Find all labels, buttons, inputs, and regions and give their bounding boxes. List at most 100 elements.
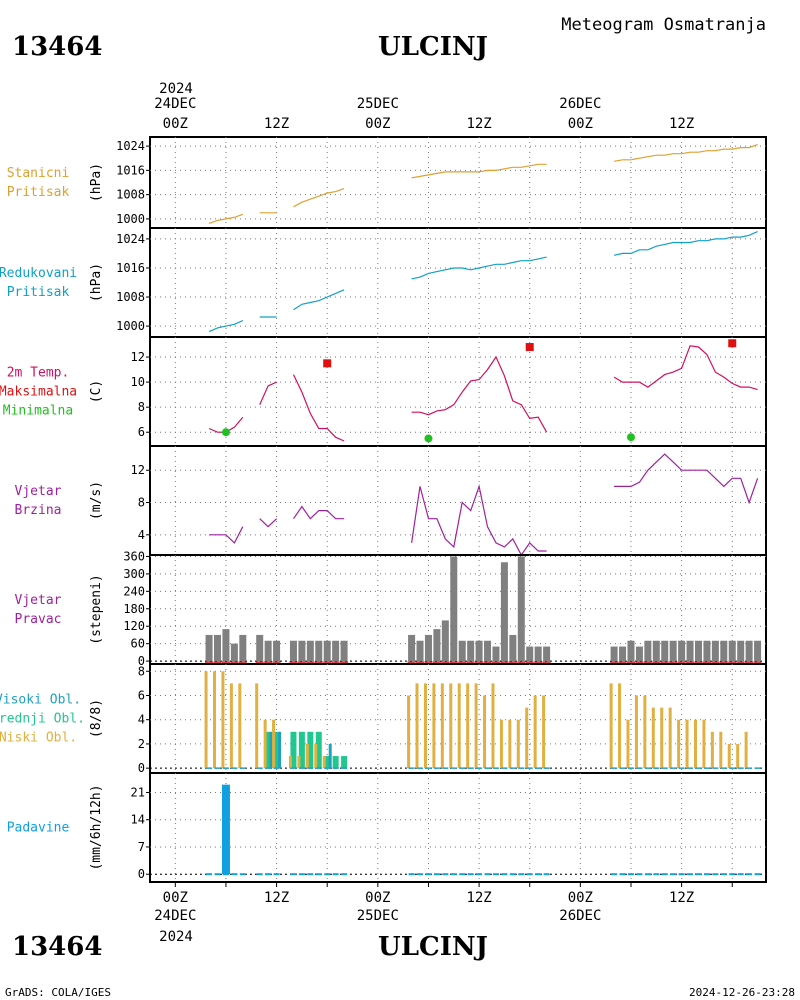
bottom-date-label: 26DEC [559, 908, 601, 924]
bottom-hour-label: 00Z [568, 890, 593, 906]
station-name-top: ULCINJ [378, 32, 488, 62]
wind-dir-bar [323, 640, 331, 662]
wind-dir-bar [644, 640, 652, 662]
cloud-bar-low [744, 731, 748, 769]
timestamp-text: 2024-12-26-23:28 [689, 986, 795, 999]
wind-dir-bar [517, 556, 525, 662]
precip-bar [221, 784, 230, 875]
wind-dir-bar [289, 640, 297, 662]
min-temp-marker [626, 433, 635, 442]
series-line [259, 381, 277, 405]
cloud-bar-low [221, 671, 225, 769]
series-line [208, 213, 244, 224]
cloud-bar-mid [307, 731, 314, 769]
cloud-bar-low [710, 731, 714, 769]
wind-dir-bar [273, 640, 281, 662]
cloud-bar-low [288, 756, 292, 769]
cloud-bar-low [449, 683, 453, 769]
y-axis-label: (m/s) [89, 481, 104, 520]
wind-dir-bar [424, 634, 432, 662]
panel-label: Pravac [15, 612, 62, 627]
panel-station_pressure: 1000 1008 1016 1024 (hPa) Stanicni Pritisak [7, 136, 767, 229]
cloud-bar-mid [273, 731, 280, 769]
series-line [293, 505, 345, 520]
cloud-bar-low [651, 707, 655, 769]
y-tick-label: 1016 [116, 261, 145, 275]
wind-dir-bar [652, 640, 660, 662]
panel-temperature: 6 8 10 12 (C) 2m Temp. Maksimalna Minimalna [0, 336, 767, 447]
panel-frame [149, 772, 767, 883]
series-line [208, 320, 244, 333]
top-hour-label: 12Z [669, 116, 694, 132]
cloud-bar-low [693, 719, 697, 769]
cloud-bar-low [238, 683, 242, 769]
y-tick-label: 0 [138, 761, 145, 775]
cloud-bar-low [415, 683, 419, 769]
series-line [613, 231, 758, 256]
wind-dir-bar [635, 646, 643, 662]
top-hour-label: 00Z [163, 116, 188, 132]
max-temp-marker [525, 343, 534, 352]
bottom-hour-label: 00Z [365, 890, 390, 906]
top-date-label: 26DEC [559, 96, 601, 112]
cloud-bar-low [407, 695, 411, 769]
cloud-bar-low [229, 683, 233, 769]
top-time-axis: 24DEC 00Z 12Z 25DEC 00Z 12Z 26DEC 00Z 12Z [154, 96, 694, 132]
y-tick-label: 4 [138, 713, 145, 727]
cloud-bar-low [668, 707, 672, 769]
y-axis-label: (C) [89, 380, 104, 403]
wind-dir-bar [340, 640, 348, 662]
y-tick-label: 10 [131, 375, 145, 389]
cloud-bar-low [727, 743, 731, 769]
y-tick-label: 120 [123, 619, 145, 633]
wind-dir-bar [694, 640, 702, 662]
wind-dir-bar [703, 640, 711, 662]
cloud-bar-low [516, 719, 520, 769]
cloud-bar-mid [341, 756, 348, 769]
y-tick-label: 14 [131, 813, 145, 827]
wind-dir-bar [661, 640, 669, 662]
y-axis-label: (hPa) [89, 163, 104, 202]
cloud-bar-high [328, 743, 332, 769]
panels: 1000100810161024(hPa)StanicniPritisak100… [0, 136, 767, 883]
wind-dir-bar [669, 640, 677, 662]
series-line [614, 453, 759, 505]
bottom-date-label: 24DEC [154, 908, 196, 924]
wind-dir-bar [416, 640, 424, 662]
panel-wind_direction: 0 60 120 180 240 300 360 (stepeni) Vjetar Pravac [15, 549, 767, 668]
wind-dir-bar [264, 640, 272, 662]
wind-dir-bar [222, 629, 230, 662]
station-name-bottom: ULCINJ [378, 932, 488, 962]
y-tick-label: 6 [138, 425, 145, 439]
wind-dir-bar [619, 646, 627, 662]
panel-label: Pritisak [7, 285, 70, 300]
wind-dir-bar [720, 640, 728, 662]
y-tick-label: 180 [123, 602, 145, 616]
y-tick-label: 6 [138, 688, 145, 702]
panel-precipitation: 0 7 14 21 (mm/6h/12h) Padavine [7, 772, 767, 883]
cloud-bar-high [269, 731, 273, 769]
cloud-bar-low [685, 719, 689, 769]
cloud-bar-low [618, 683, 622, 769]
panel-reduced_pressure: 1000 1008 1016 1024 (hPa) Redukovani Pritisak [0, 227, 767, 338]
cloud-bar-low [474, 683, 478, 769]
panel-clouds: 0 2 4 6 8 (8/8) Visoki Obl. Srednji Obl. Niski O… [0, 663, 767, 775]
wind-dir-bar [686, 640, 694, 662]
max-temp-marker [728, 339, 737, 348]
series-line [613, 144, 758, 162]
y-tick-label: 240 [123, 584, 145, 598]
wind-dir-bar [214, 634, 222, 662]
y-axis-label: (stepeni) [89, 574, 104, 644]
max-temp-marker [323, 359, 332, 368]
min-temp-marker [424, 434, 433, 443]
top-year-label: 2024 [159, 81, 193, 97]
wind-dir-bar [737, 640, 745, 662]
y-tick-label: 60 [131, 637, 145, 651]
panel-label: Pritisak [7, 185, 70, 200]
y-tick-label: 7 [138, 840, 145, 854]
y-tick-label: 1000 [116, 212, 145, 226]
y-axis-label: (hPa) [89, 263, 104, 302]
cloud-bar-low [508, 719, 512, 769]
cloud-bar-low [255, 683, 259, 769]
wind-dir-bar [315, 640, 323, 662]
